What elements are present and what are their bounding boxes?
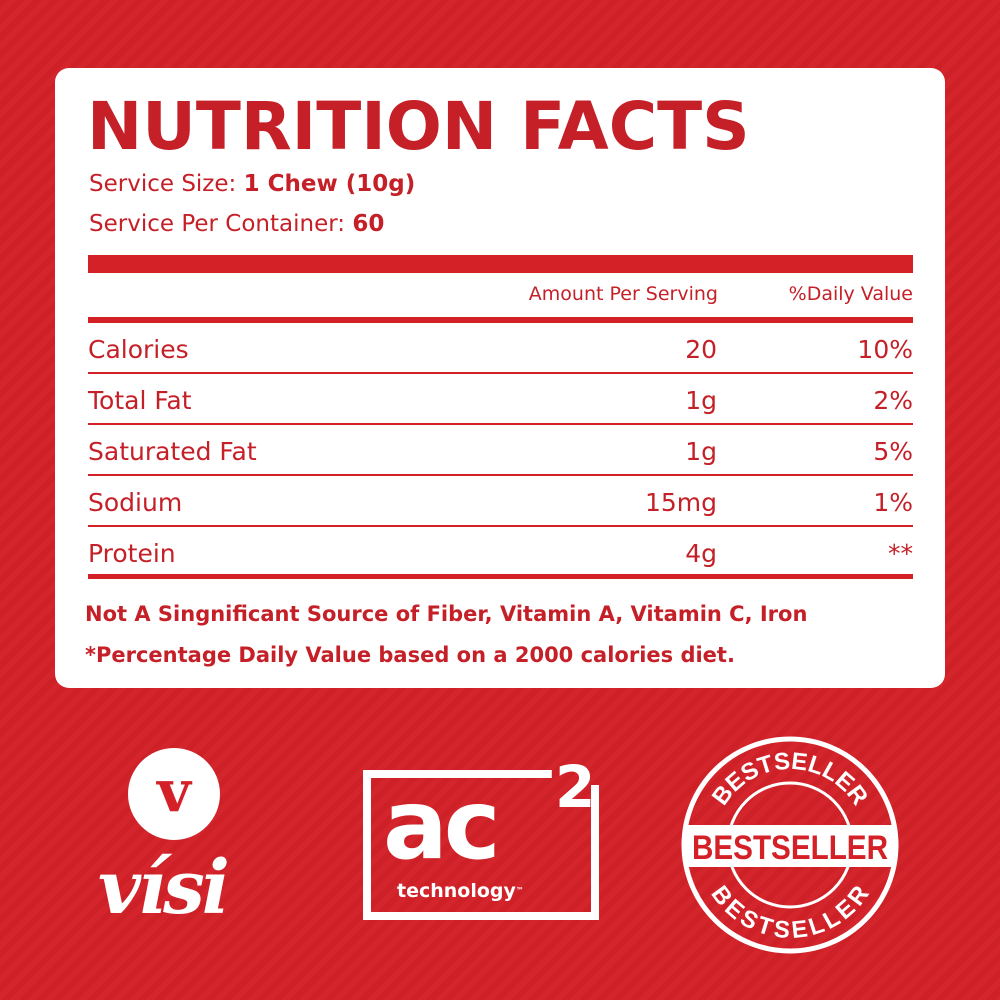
visi-mark: v <box>128 748 220 840</box>
stamp-banner <box>684 825 896 867</box>
nutrient-row: Calories 20 10% <box>88 323 913 374</box>
bottom-divider <box>88 574 913 579</box>
thick-divider <box>88 255 913 273</box>
nutrient-row: Sodium 15mg 1% <box>88 476 913 527</box>
servings-label: Service Per Container: <box>89 211 346 237</box>
serving-size-value: 1 Chew (10g) <box>243 171 416 197</box>
visi-wordmark: vísi <box>98 845 230 931</box>
nutrient-name: Saturated Fat <box>88 437 257 466</box>
nutrient-amount: 15mg <box>644 488 717 517</box>
serving-size: Service Size: 1 Chew (10g) <box>89 171 415 197</box>
nutrient-amount: 1g <box>685 437 717 466</box>
nutrient-daily-value: ** <box>888 539 913 568</box>
ac2-frame <box>363 770 599 920</box>
servings-value: 60 <box>352 211 385 237</box>
nutrient-amount: 4g <box>685 539 717 568</box>
title: NUTRITION FACTS <box>87 88 750 165</box>
column-header-amount: Amount Per Serving <box>528 283 718 305</box>
ac2-sub: technology <box>397 880 516 902</box>
servings-per-container: Service Per Container: 60 <box>89 211 384 237</box>
ac2-technology-logo: ac 2 technology™ <box>363 756 599 920</box>
column-header-daily-value: %Daily Value <box>788 283 913 305</box>
footnote-nutrients: Not A Singnificant Source of Fiber, Vita… <box>85 602 808 626</box>
ac2-superscript: 2 <box>555 753 596 821</box>
nutrient-name: Total Fat <box>88 386 192 415</box>
nutrient-row: Protein 4g ** <box>88 527 913 578</box>
nutrient-daily-value: 1% <box>873 488 913 517</box>
nutrition-facts-card: NUTRITION FACTS Service Size: 1 Chew (10… <box>55 68 945 688</box>
ac2-technology: technology™ <box>397 880 524 902</box>
nutrient-amount: 1g <box>685 386 717 415</box>
ac2-main: ac <box>383 769 501 881</box>
nutrient-amount: 20 <box>685 335 717 364</box>
nutrient-daily-value: 10% <box>857 335 913 364</box>
nutrient-name: Protein <box>88 539 176 568</box>
nutrient-daily-value: 2% <box>873 386 913 415</box>
header-divider <box>88 317 913 323</box>
stamp-center-text: BESTSELLER <box>692 829 888 867</box>
serving-size-label: Service Size: <box>89 171 237 197</box>
ac2-tm: ™ <box>515 886 524 895</box>
nutrient-daily-value: 5% <box>873 437 913 466</box>
nutrient-row: Saturated Fat 1g 5% <box>88 425 913 476</box>
bestseller-stamp: BESTSELLER BESTSELLER BESTSELLER <box>681 736 899 954</box>
nutrient-row: Total Fat 1g 2% <box>88 374 913 425</box>
nutrient-name: Sodium <box>88 488 183 517</box>
footnote-daily-value: *Percentage Daily Value based on a 2000 … <box>85 643 735 667</box>
visi-logo: v vísi <box>98 748 230 938</box>
nutrient-name: Calories <box>88 335 189 364</box>
